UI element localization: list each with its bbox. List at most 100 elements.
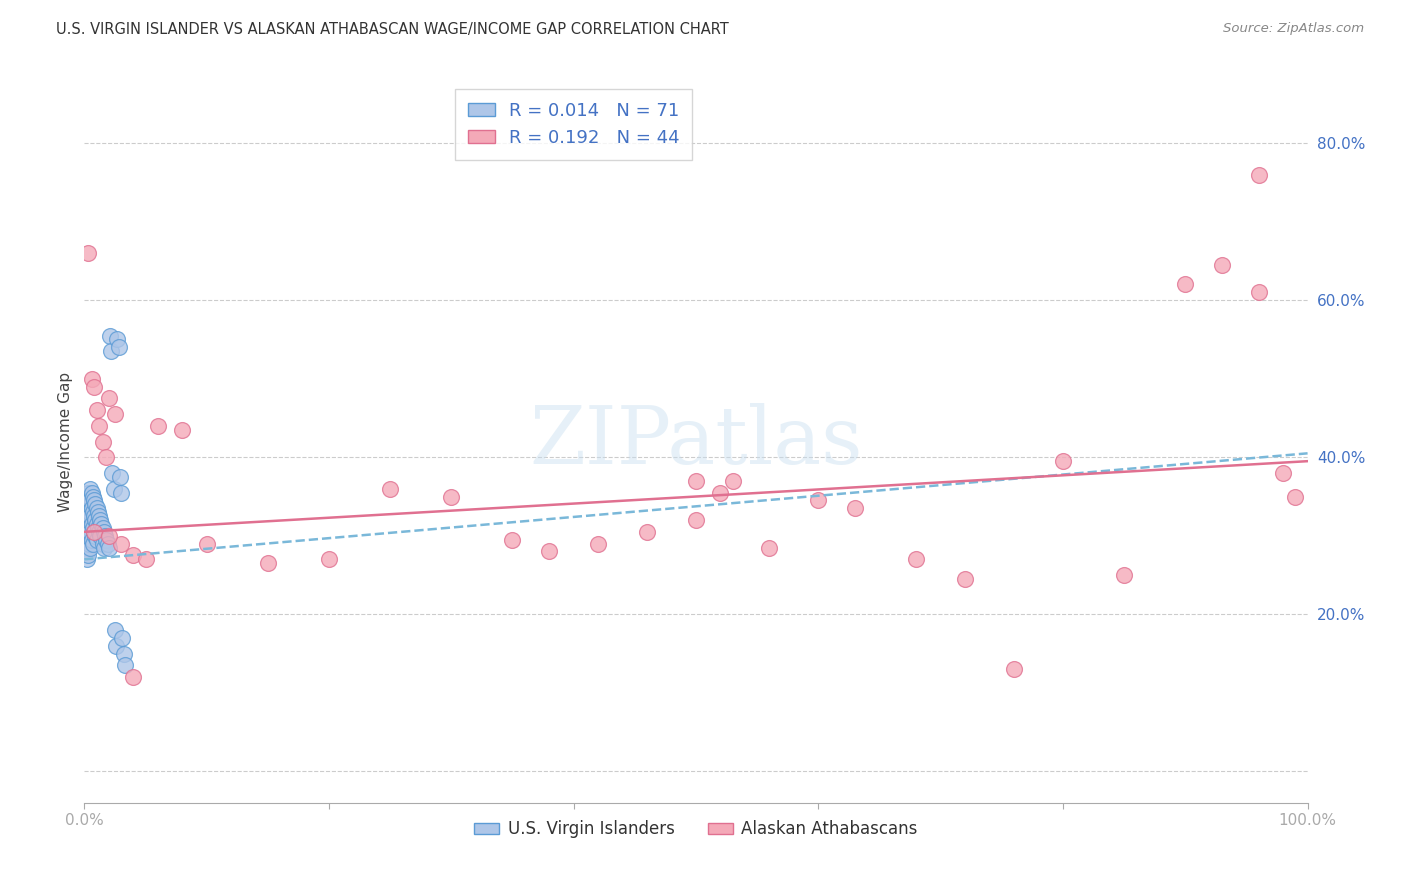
Point: [76, 529, 98, 543]
Point: [172, 423, 194, 437]
Point: [86, 533, 108, 547]
Point: [380, 482, 402, 496]
Point: [82, 536, 104, 550]
Point: [89, 529, 111, 543]
Point: [318, 552, 340, 566]
Point: [79, 482, 101, 496]
Point: [76, 552, 98, 566]
Point: [1174, 277, 1197, 292]
Point: [75, 521, 97, 535]
Legend: U.S. Virgin Islanders, Alaskan Athabascans: U.S. Virgin Islanders, Alaskan Athabasca…: [468, 814, 924, 845]
Point: [84, 497, 107, 511]
Point: [77, 246, 100, 260]
Point: [1052, 454, 1074, 468]
Text: U.S. VIRGIN ISLANDER VS ALASKAN ATHABASCAN WAGE/INCOME GAP CORRELATION CHART: U.S. VIRGIN ISLANDER VS ALASKAN ATHABASC…: [56, 22, 728, 37]
Point: [97, 392, 120, 406]
Point: [77, 501, 100, 516]
Point: [538, 544, 561, 558]
Point: [79, 493, 101, 508]
Point: [80, 501, 103, 516]
Point: [83, 509, 105, 524]
Point: [100, 344, 122, 359]
Point: [77, 536, 100, 550]
Point: [685, 474, 707, 488]
Point: [721, 474, 744, 488]
Point: [90, 516, 112, 531]
Point: [75, 544, 97, 558]
Point: [77, 516, 100, 531]
Point: [77, 533, 100, 547]
Point: [82, 521, 104, 535]
Text: Source: ZipAtlas.com: Source: ZipAtlas.com: [1223, 22, 1364, 36]
Point: [83, 379, 105, 393]
Point: [758, 541, 780, 555]
Point: [89, 513, 111, 527]
Point: [105, 639, 128, 653]
Point: [135, 552, 157, 566]
Point: [84, 513, 107, 527]
Point: [77, 549, 100, 563]
Point: [1114, 568, 1136, 582]
Point: [75, 497, 97, 511]
Point: [79, 541, 101, 555]
Point: [75, 529, 97, 543]
Point: [82, 490, 104, 504]
Point: [75, 513, 97, 527]
Point: [87, 521, 110, 535]
Point: [86, 501, 108, 516]
Point: [104, 407, 127, 421]
Point: [96, 533, 118, 547]
Point: [110, 485, 132, 500]
Point: [80, 516, 103, 531]
Point: [440, 490, 463, 504]
Point: [87, 509, 110, 524]
Point: [114, 658, 136, 673]
Point: [685, 513, 707, 527]
Point: [93, 541, 115, 555]
Point: [636, 524, 658, 539]
Point: [107, 340, 129, 354]
Point: [709, 485, 731, 500]
Point: [80, 485, 103, 500]
Point: [75, 536, 97, 550]
Point: [91, 434, 114, 449]
Point: [83, 524, 105, 539]
Point: [112, 647, 135, 661]
Point: [953, 572, 976, 586]
Point: [87, 418, 110, 433]
Point: [111, 631, 134, 645]
Point: [586, 536, 609, 550]
Point: [77, 490, 100, 504]
Point: [76, 541, 98, 555]
Text: ZIPatlas: ZIPatlas: [529, 402, 863, 481]
Point: [80, 533, 103, 547]
Point: [91, 536, 114, 550]
Point: [1284, 490, 1306, 504]
Point: [1211, 258, 1233, 272]
Point: [87, 505, 110, 519]
Point: [146, 418, 169, 433]
Point: [101, 466, 124, 480]
Point: [83, 524, 105, 539]
Point: [91, 521, 114, 535]
Point: [83, 493, 105, 508]
Point: [195, 536, 218, 550]
Point: [86, 516, 108, 531]
Point: [94, 529, 117, 543]
Point: [97, 541, 120, 555]
Point: [80, 372, 103, 386]
Point: [844, 501, 866, 516]
Point: [1247, 285, 1270, 300]
Point: [82, 505, 104, 519]
Point: [122, 549, 145, 563]
Point: [905, 552, 928, 566]
Point: [807, 493, 830, 508]
Point: [108, 470, 131, 484]
Point: [122, 670, 145, 684]
Point: [77, 485, 100, 500]
Point: [76, 516, 98, 531]
Point: [77, 505, 100, 519]
Point: [76, 505, 98, 519]
Point: [103, 482, 125, 496]
Point: [1247, 168, 1270, 182]
